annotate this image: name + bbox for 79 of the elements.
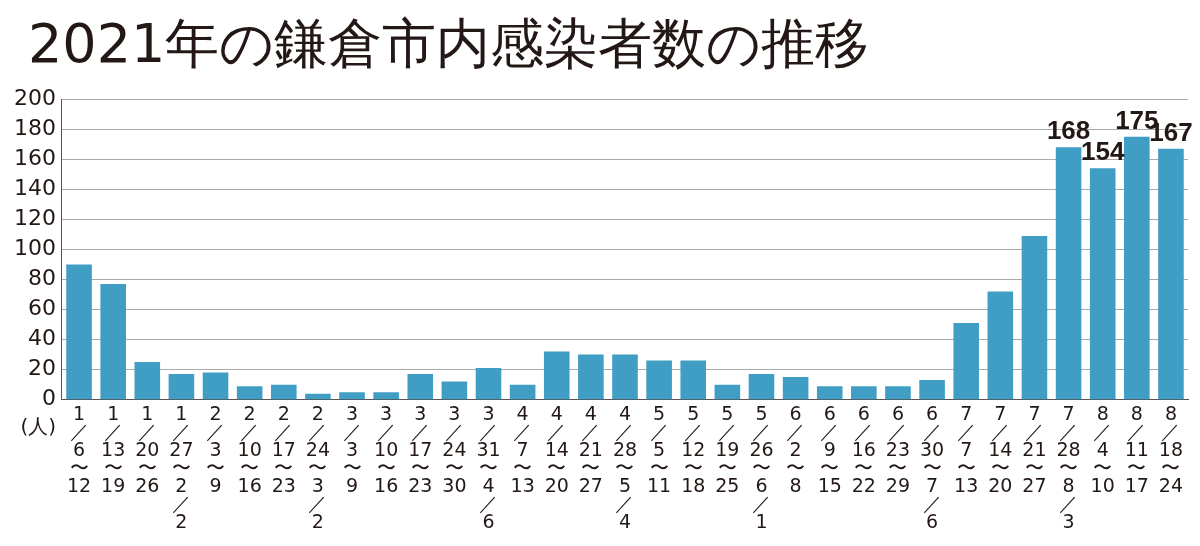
bar xyxy=(168,374,195,400)
chart-title: 2021年の鎌倉市内感染者数の推移 xyxy=(27,11,871,77)
bar xyxy=(270,384,297,400)
y-tick-label: 100 xyxy=(13,235,56,261)
x-tick-label: 4／7〜13 xyxy=(510,401,535,496)
bar xyxy=(987,291,1014,400)
x-tick-label: 5／5〜11 xyxy=(647,401,672,496)
x-tick-label: 8／4〜10 xyxy=(1090,401,1115,496)
x-tick-label: 2／3〜9 xyxy=(206,401,226,496)
bar xyxy=(134,362,161,400)
x-tick-label: 2／10〜16 xyxy=(237,401,262,496)
bar xyxy=(509,384,536,400)
bar xyxy=(1089,168,1116,400)
y-tick-label: 120 xyxy=(13,205,56,231)
x-tick-label: 7／21〜27 xyxy=(1022,401,1047,496)
bar xyxy=(714,384,741,400)
x-tick-label: 5／26〜6／1 xyxy=(749,401,774,532)
bar xyxy=(782,377,809,400)
x-tick-label: 4／21〜27 xyxy=(578,401,603,496)
x-tick-label: 6／9〜15 xyxy=(817,401,842,496)
x-tick-label: 4／14〜20 xyxy=(544,401,569,496)
x-tick-label: 1／20〜26 xyxy=(135,401,160,496)
bar xyxy=(612,354,638,400)
x-tick-label: 5／19〜25 xyxy=(715,401,740,496)
x-tick-label: 6／2〜8 xyxy=(786,401,806,496)
bar xyxy=(305,393,331,400)
y-tick-label: 40 xyxy=(27,325,56,351)
y-tick-label: 160 xyxy=(13,145,56,171)
bar xyxy=(475,368,502,400)
x-tick-label: 3／17〜23 xyxy=(408,401,433,496)
bar xyxy=(339,392,365,400)
bar xyxy=(441,381,468,400)
y-tick-label: 80 xyxy=(27,265,56,291)
bar xyxy=(1021,235,1048,400)
bar xyxy=(543,351,570,400)
bar xyxy=(748,374,775,400)
x-tick-label: 7／14〜20 xyxy=(988,401,1013,496)
y-tick-label: 140 xyxy=(13,175,56,201)
x-tick-label: 4／28〜5／4 xyxy=(612,401,638,532)
bar xyxy=(578,354,604,400)
x-tick-label: 1／27〜2／2 xyxy=(169,401,194,532)
x-tick-label: 3／31〜4／6 xyxy=(476,401,501,532)
bar xyxy=(953,323,980,400)
x-tick-label: 1／13〜19 xyxy=(101,401,126,496)
bar xyxy=(680,360,707,400)
bar xyxy=(236,386,263,400)
y-tick-label: 180 xyxy=(13,114,56,140)
y-tick-label: 200 xyxy=(13,84,56,110)
bar xyxy=(816,386,843,400)
x-tick-label: 7／28〜8／3 xyxy=(1056,401,1081,532)
x-tick-label: 3／10〜16 xyxy=(374,401,399,496)
x-tick-label: 6／30〜7／6 xyxy=(920,401,945,532)
bar xyxy=(1124,136,1150,400)
x-tick-label: 8／11〜17 xyxy=(1124,401,1149,496)
bar xyxy=(373,392,399,400)
y-tick-label: 0 xyxy=(41,385,56,411)
x-tick-label: 1／6〜12 xyxy=(66,401,92,496)
bar xyxy=(407,374,434,400)
x-tick-label: 5／12〜18 xyxy=(681,401,706,496)
x-tick-label: 3／24〜30 xyxy=(442,401,467,496)
x-tick-label: 3／3〜9 xyxy=(342,401,362,496)
bar xyxy=(646,360,672,400)
bar xyxy=(100,283,126,400)
x-tick-label: 7／7〜13 xyxy=(954,401,979,496)
bar xyxy=(885,386,911,400)
y-tick-label: 60 xyxy=(27,295,56,321)
bar xyxy=(851,386,877,400)
bar xyxy=(202,372,229,400)
y-tick-label: 20 xyxy=(27,355,56,381)
x-tick-label: 2／24〜3／2 xyxy=(305,401,330,532)
x-tick-label: 8／18〜24 xyxy=(1158,401,1184,496)
x-tick-label: 6／16〜22 xyxy=(851,401,876,496)
x-tick-label: 2／17〜23 xyxy=(271,401,296,496)
bar xyxy=(1158,148,1184,400)
bar xyxy=(1055,147,1082,400)
x-tick-label: 6／23〜29 xyxy=(885,401,911,496)
bar xyxy=(66,264,92,400)
y-axis-title: (人) xyxy=(20,413,56,438)
bar xyxy=(919,380,945,400)
